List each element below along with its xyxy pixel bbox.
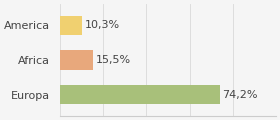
Bar bbox=[60, 50, 94, 70]
Text: 74,2%: 74,2% bbox=[222, 90, 258, 100]
Text: 10,3%: 10,3% bbox=[84, 20, 120, 30]
Bar bbox=[60, 85, 220, 105]
Text: 15,5%: 15,5% bbox=[96, 55, 131, 65]
Bar bbox=[60, 15, 82, 35]
